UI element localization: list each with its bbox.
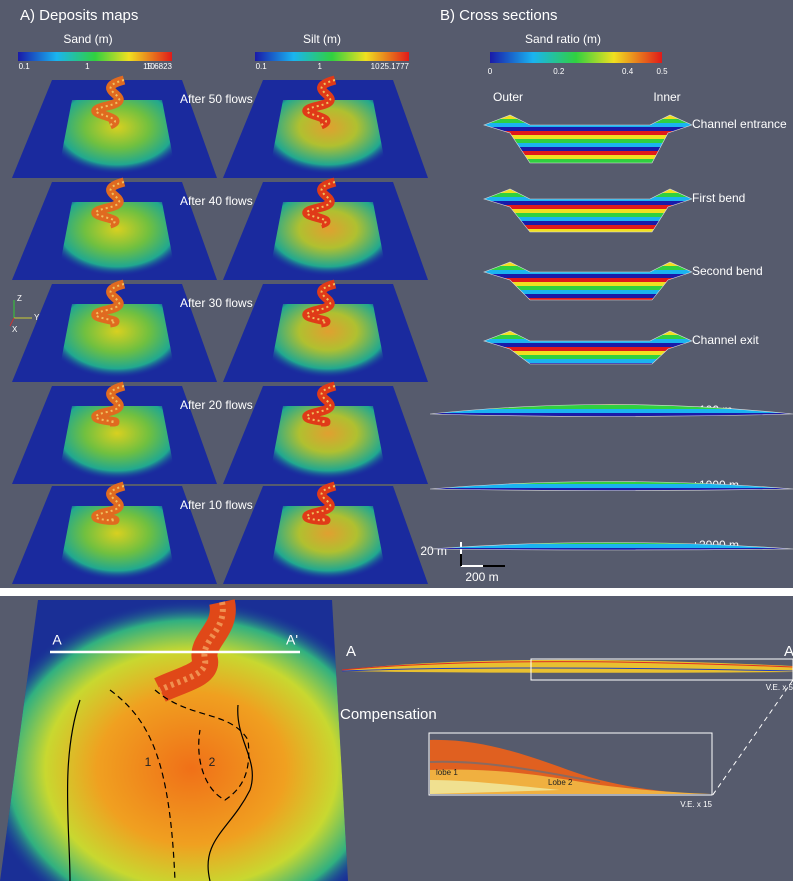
axis-label: X (12, 325, 18, 334)
colorbar-label: Sand (m) (63, 32, 112, 46)
map-label: After 30 flows (180, 296, 253, 310)
line-label: A' (286, 632, 298, 648)
colorbar-tick: 0.1 (19, 62, 31, 71)
colorbar-label: Silt (m) (303, 32, 341, 46)
map-fan (268, 304, 388, 382)
colorbar-label: Sand ratio (m) (525, 32, 601, 46)
section-label: Channel exit (692, 333, 759, 347)
colorbar-tick: 1 (317, 62, 322, 71)
scale-label: 20 m (420, 544, 447, 558)
scale-label: 200 m (465, 570, 498, 584)
exaggeration-label: V.E. x 5 (766, 683, 793, 692)
lobe-label: lobe 1 (436, 768, 458, 777)
map-fan (57, 406, 177, 484)
map-label: After 10 flows (180, 498, 253, 512)
map-fan (57, 304, 177, 382)
colorbar-max: 25.1777 (380, 62, 409, 71)
map-fan (57, 100, 177, 178)
colorbar-tick: 1 (85, 62, 90, 71)
section-label: A (346, 643, 356, 660)
panel-title: B) Cross sections (440, 7, 558, 24)
colorbar-tick: 0.4 (622, 67, 634, 76)
side-label: Inner (653, 90, 680, 104)
section-label: A' (784, 643, 793, 660)
colorbar (255, 52, 409, 61)
colorbar (490, 52, 662, 63)
side-label: Outer (493, 90, 523, 104)
colorbar-tick: 0.1 (256, 62, 268, 71)
section-label: Second bend (692, 264, 763, 278)
stratum (428, 409, 793, 413)
map-fan (268, 100, 388, 178)
line-label: A (52, 632, 62, 648)
lobe-label: 2 (209, 755, 216, 769)
exaggeration-label: V.E. x 15 (680, 800, 712, 809)
map-label: After 40 flows (180, 194, 253, 208)
lobe-label: Lobe 2 (548, 778, 573, 787)
colorbar-tick: 10 (371, 62, 380, 71)
colorbar (18, 52, 172, 61)
annotation: Compensation (340, 706, 437, 723)
map-label: After 50 flows (180, 92, 253, 106)
colorbar-tick: 0.2 (553, 67, 565, 76)
colorbar-tick: 0 (488, 67, 493, 76)
section-label: Channel entrance (692, 117, 787, 131)
colorbar-max: 15.6823 (143, 62, 172, 71)
colorbar-tick: 0.5 (656, 67, 668, 76)
lobe-label: 1 (145, 755, 152, 769)
map-label: After 20 flows (180, 398, 253, 412)
axis-label: Z (17, 294, 22, 303)
map-fan (268, 202, 388, 280)
section-label: First bend (692, 191, 745, 205)
panel-title: A) Deposits maps (20, 7, 138, 24)
map-fan (268, 406, 388, 484)
map-fan (57, 202, 177, 280)
figure: A) Deposits maps B) Cross sections Sand … (0, 0, 793, 881)
